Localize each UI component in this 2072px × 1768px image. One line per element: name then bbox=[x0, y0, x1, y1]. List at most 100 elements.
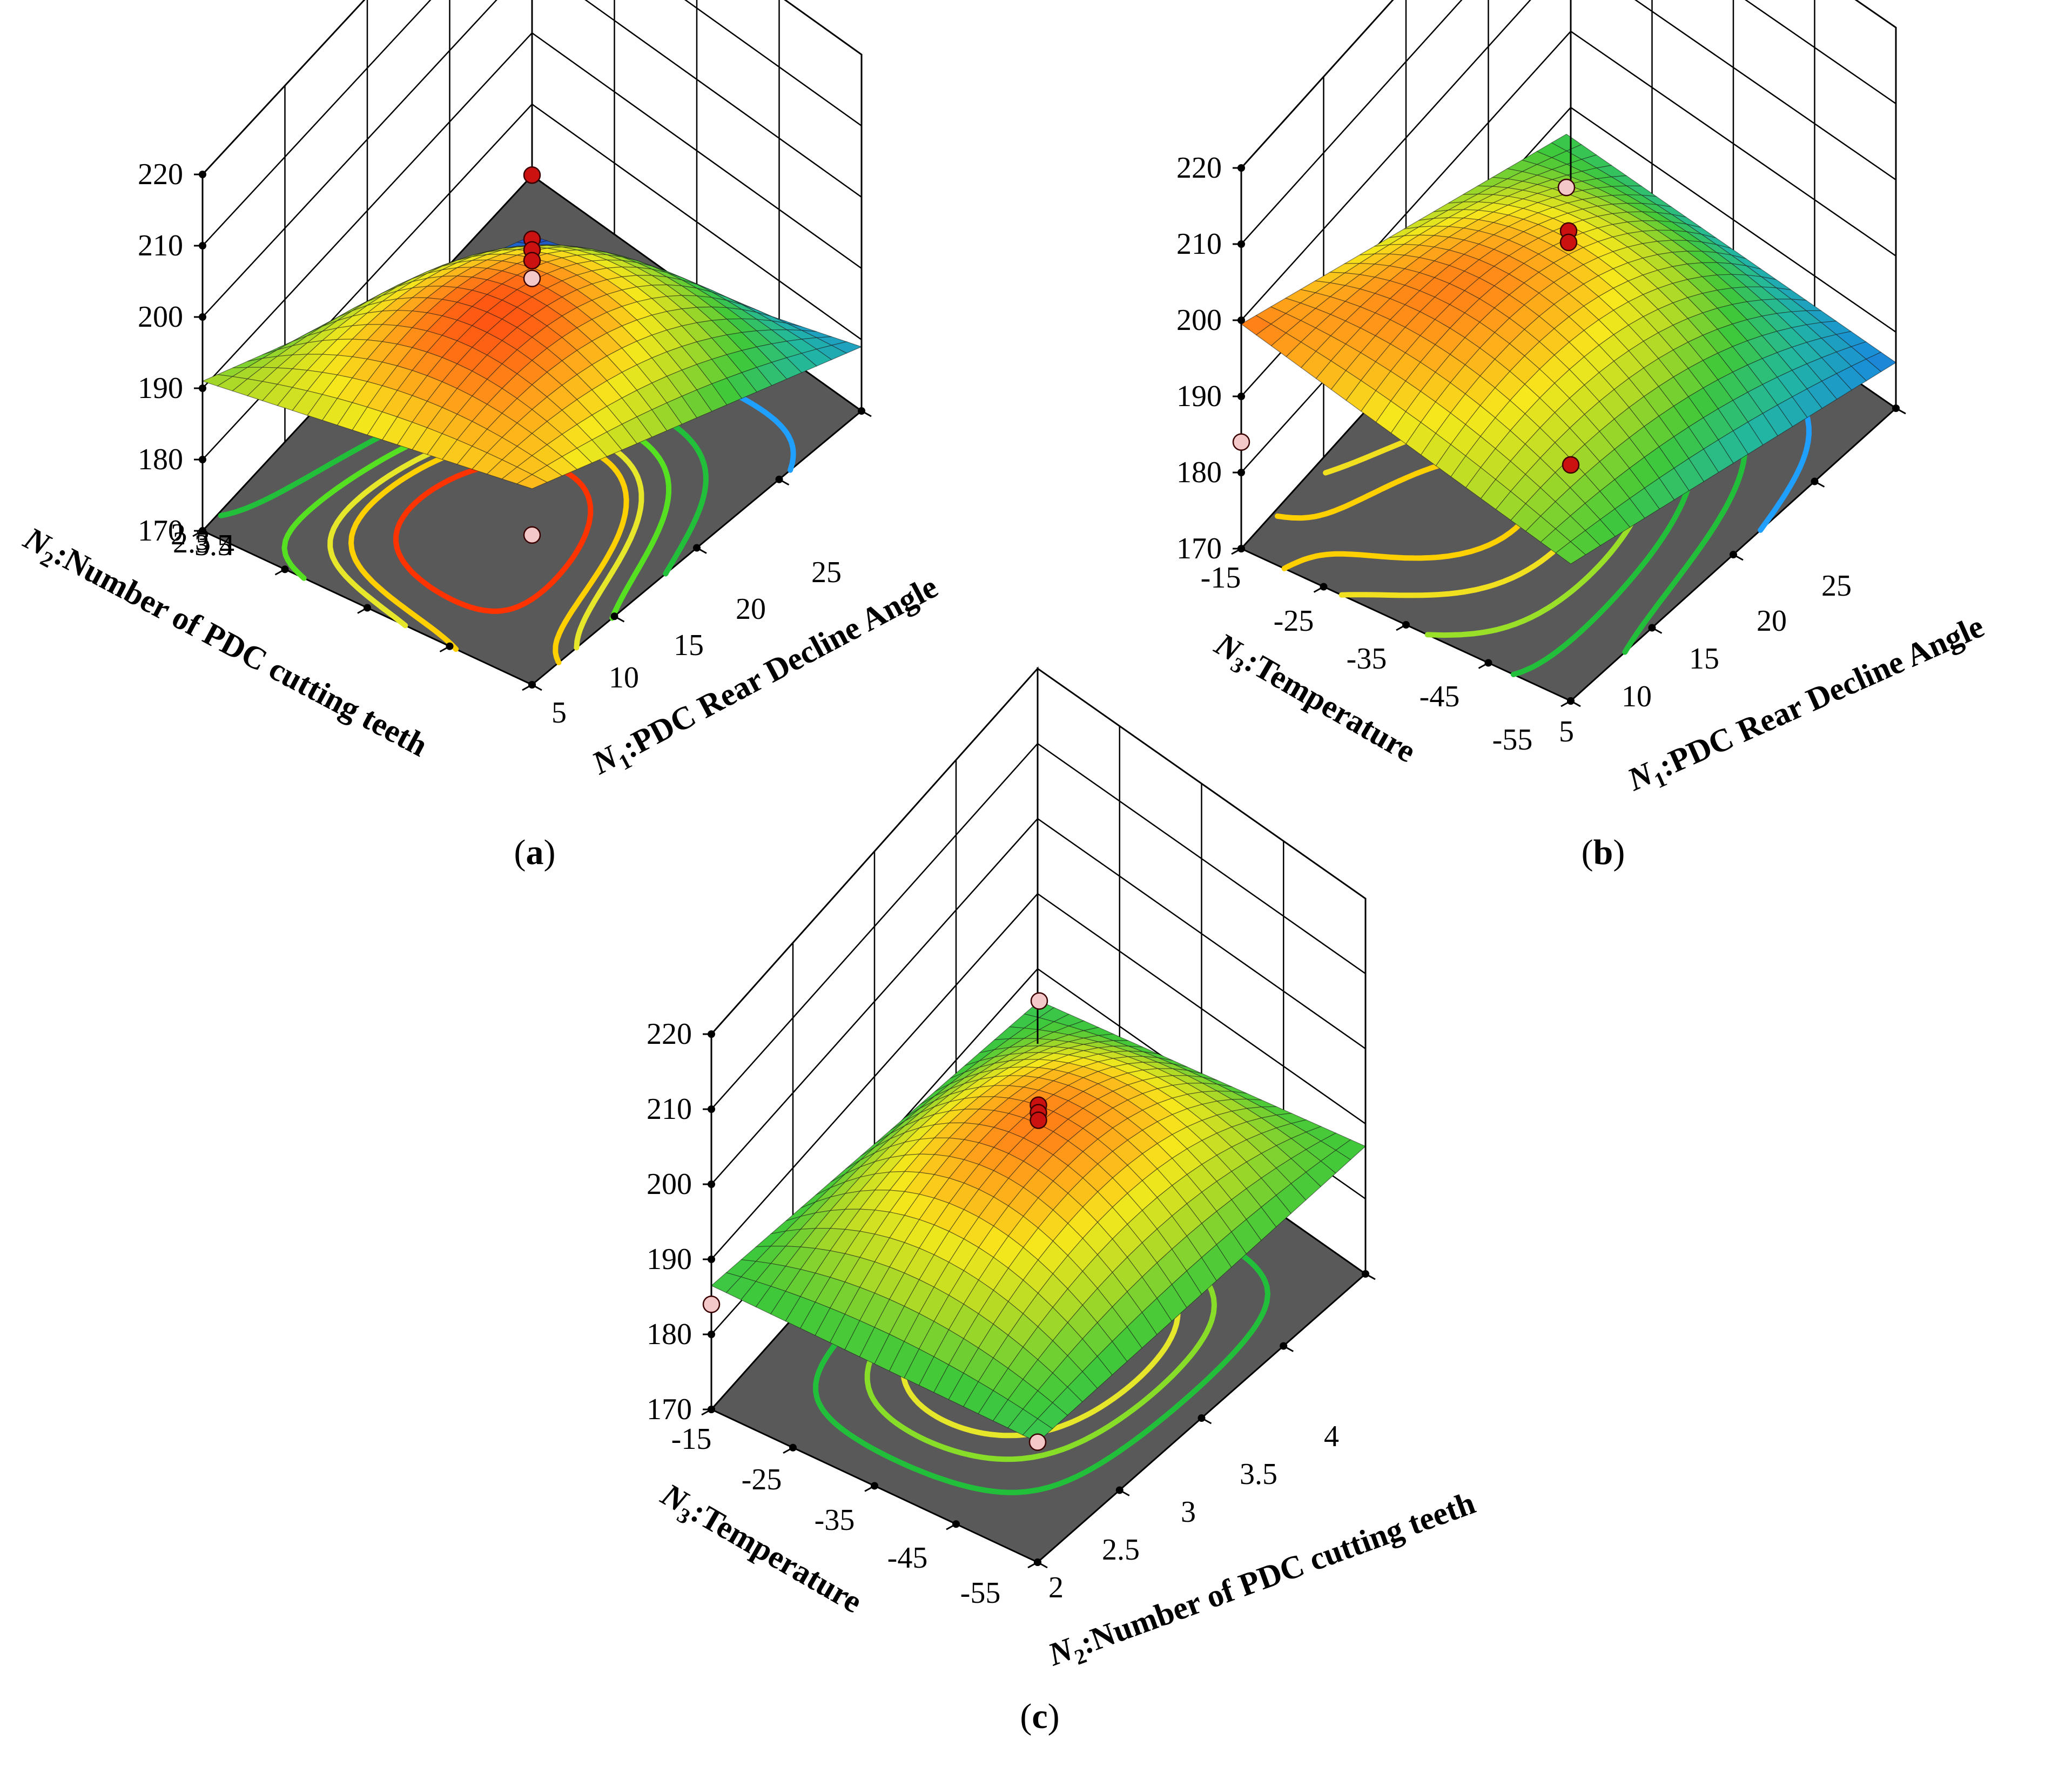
y-tick-label: 4 bbox=[219, 529, 234, 562]
y-tick-dot bbox=[199, 527, 206, 535]
response-surface bbox=[710, 1000, 1367, 1443]
y-tick-label: 2.5 bbox=[173, 526, 211, 559]
x-tick-label: 15 bbox=[1689, 642, 1719, 676]
y-tick-label: 3 bbox=[195, 523, 210, 557]
z-tick-label: 210 bbox=[1176, 227, 1222, 261]
x-tick-label: 5 bbox=[1559, 715, 1574, 748]
y-tick-label: -15 bbox=[1201, 561, 1241, 595]
x-tick-dot bbox=[528, 681, 536, 689]
design-point bbox=[523, 166, 541, 184]
y-tick-label: -15 bbox=[671, 1422, 712, 1456]
design-point bbox=[1562, 456, 1580, 474]
design-point bbox=[1232, 433, 1250, 451]
z-tick-label: 220 bbox=[1176, 151, 1222, 185]
x-tick-dot bbox=[610, 612, 618, 620]
y-tick-label: -35 bbox=[815, 1503, 855, 1537]
design-point bbox=[523, 526, 541, 544]
z-tick-label: 190 bbox=[1176, 380, 1222, 413]
y-axis-title: N3:Temperature bbox=[1206, 626, 1422, 774]
surface-cell bbox=[1022, 1418, 1053, 1443]
panel-label: (a) bbox=[514, 833, 556, 872]
z-tick-label: 180 bbox=[138, 443, 183, 476]
surface-cell bbox=[516, 474, 548, 489]
x-tick-label: 15 bbox=[674, 629, 704, 662]
z-tick-dot bbox=[708, 1180, 715, 1188]
y-tick-dot bbox=[281, 565, 289, 573]
z-tick-dot bbox=[1237, 164, 1245, 172]
design-point bbox=[1030, 1111, 1047, 1129]
z-tick-label: 190 bbox=[647, 1243, 692, 1276]
x-tick-dot bbox=[1198, 1414, 1206, 1422]
x-tick-label: 20 bbox=[1757, 604, 1787, 638]
response-surface bbox=[1240, 133, 1897, 564]
x-axis-title: N2:Number of PDC cutting teeth bbox=[1043, 1484, 1482, 1677]
chart-a: 17018019020021022022.533.54510152025N2:N… bbox=[18, 0, 943, 872]
design-point bbox=[1559, 233, 1578, 252]
x-tick-label: 3.5 bbox=[1240, 1457, 1277, 1491]
z-tick-label: 200 bbox=[138, 300, 183, 334]
x-tick-label: 10 bbox=[609, 661, 639, 694]
axes: 170 180 190 200 210 220 22.533.54 5 10 15 20 25 bbox=[138, 0, 872, 730]
z-tick-dot bbox=[199, 313, 206, 321]
z-tick-dot bbox=[708, 1256, 715, 1263]
design-point bbox=[702, 1295, 721, 1313]
y-tick-label: -55 bbox=[960, 1576, 1001, 1610]
y-tick-dot bbox=[789, 1443, 797, 1452]
surface-cell bbox=[1555, 541, 1586, 564]
y-tick-dot bbox=[1320, 583, 1328, 591]
x-tick-label: 2.5 bbox=[1102, 1533, 1140, 1567]
response-surface bbox=[201, 235, 863, 489]
x-tick-dot bbox=[1648, 624, 1656, 632]
z-tick-dot bbox=[199, 171, 206, 178]
design-point bbox=[1557, 178, 1576, 197]
y-tick-label: -45 bbox=[1420, 680, 1460, 713]
z-tick-dot bbox=[1237, 240, 1245, 248]
design-point bbox=[1028, 1433, 1047, 1451]
axes: 170 180 190 200 210 220 -55 -45 -35 -25 -15 5 10 15 20… bbox=[1176, 0, 1906, 757]
x-tick-label: 3 bbox=[1181, 1495, 1196, 1529]
x-tick-dot bbox=[1730, 551, 1737, 558]
z-tick-label: 200 bbox=[647, 1168, 692, 1201]
x-tick-dot bbox=[1362, 1270, 1369, 1278]
axes: 170 180 190 200 210 220 -55 -45 -35 -25 -15 2 2.5 3 3.… bbox=[647, 669, 1376, 1610]
y-tick-label: -55 bbox=[1492, 723, 1533, 757]
y-tick-dot bbox=[1484, 659, 1492, 667]
design-points bbox=[702, 992, 1048, 1451]
y-tick-dot bbox=[871, 1482, 878, 1490]
z-tick-dot bbox=[199, 384, 206, 392]
z-tick-dot bbox=[1237, 469, 1245, 476]
x-tick-label: 2 bbox=[1048, 1571, 1064, 1604]
panel-label: (b) bbox=[1582, 833, 1625, 872]
z-tick-dot bbox=[1237, 393, 1245, 400]
grid-line-z bbox=[202, 0, 862, 175]
y-tick-dot bbox=[446, 642, 454, 650]
z-tick-label: 180 bbox=[647, 1318, 692, 1351]
z-tick-label: 170 bbox=[1176, 532, 1222, 565]
x-tick-dot bbox=[1811, 477, 1819, 485]
y-axis-title: N3:Temperature bbox=[652, 1476, 869, 1625]
z-tick-label: 210 bbox=[138, 229, 183, 262]
grid-line-z bbox=[1241, 0, 1896, 168]
x-tick-dot bbox=[1115, 1486, 1124, 1494]
x-tick-label: 25 bbox=[811, 556, 842, 589]
z-tick-label: 220 bbox=[647, 1017, 692, 1051]
x-tick-dot bbox=[775, 475, 783, 483]
design-point bbox=[523, 252, 541, 269]
y-tick-label: -25 bbox=[1274, 604, 1314, 638]
x-tick-label: 4 bbox=[1324, 1420, 1339, 1453]
y-tick-dot bbox=[1402, 621, 1410, 629]
chart-b: 170 180 190 200 210 220 -55 -45 -35 -25 -15 5 10 15 20… bbox=[1176, 0, 1989, 872]
z-tick-dot bbox=[199, 456, 206, 463]
z-tick-label: 180 bbox=[1176, 456, 1222, 489]
y-tick-dot bbox=[364, 604, 371, 612]
y-tick-label: -35 bbox=[1347, 642, 1387, 676]
design-points bbox=[523, 166, 541, 544]
z-tick-label: 190 bbox=[138, 372, 183, 405]
z-tick-label: 220 bbox=[138, 158, 183, 191]
x-tick-dot bbox=[693, 544, 701, 552]
x-tick-dot bbox=[858, 407, 865, 415]
x-tick-label: 10 bbox=[1622, 680, 1652, 713]
design-point bbox=[1030, 992, 1048, 1010]
